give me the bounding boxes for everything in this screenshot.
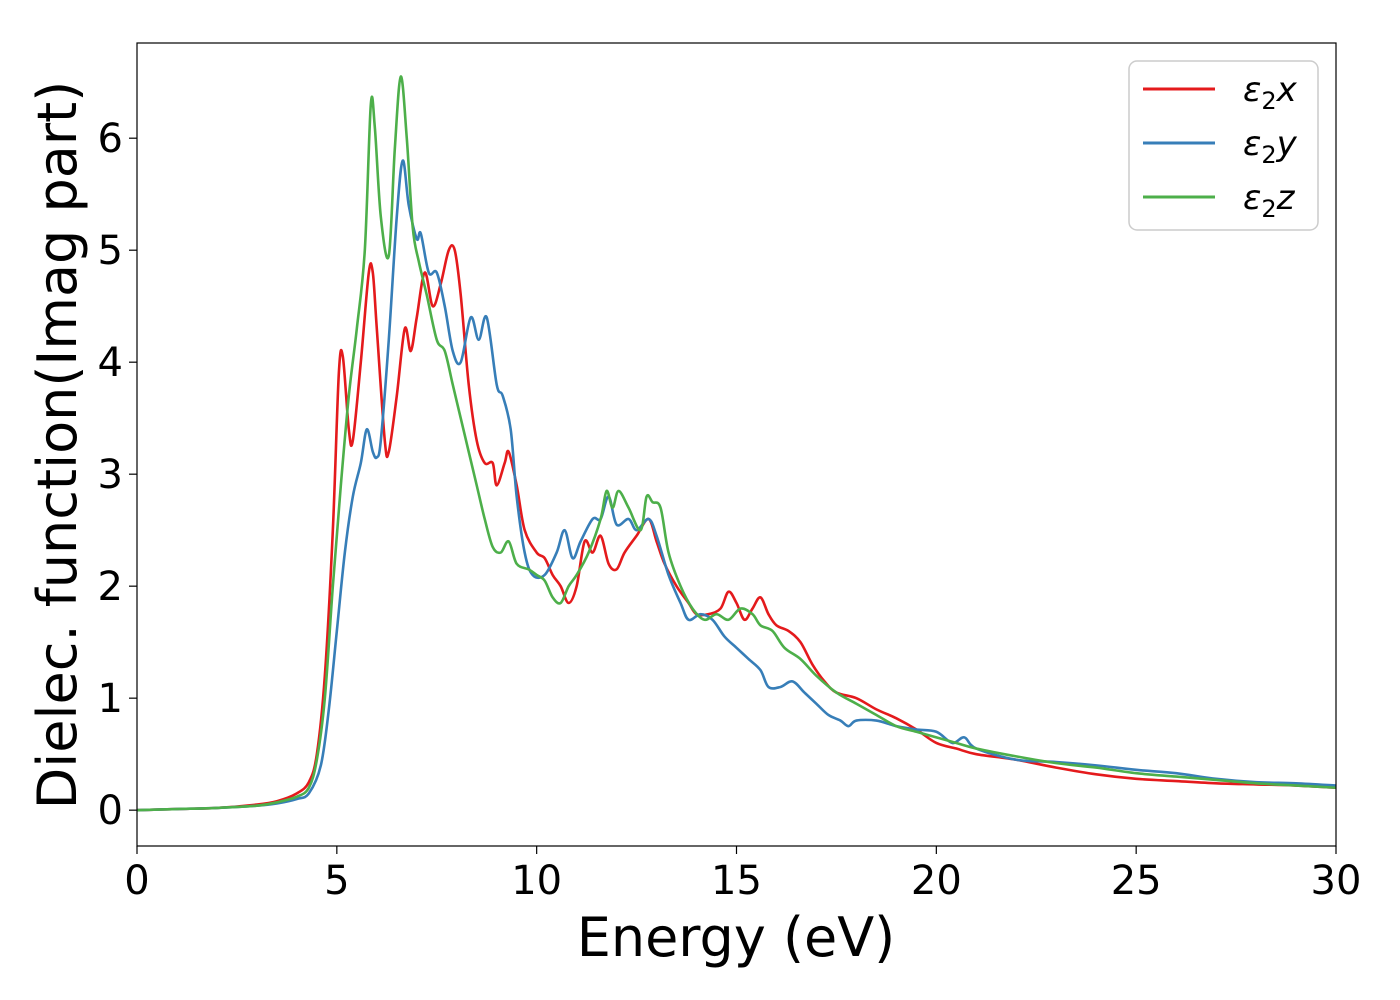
x-tick-label: 20 <box>911 858 962 904</box>
y-tick-label: 2 <box>98 564 123 610</box>
y-tick-label: 0 <box>98 788 123 834</box>
y-axis-title: Dielec. function(Imag part) <box>26 81 89 810</box>
x-axis-title: Energy (eV) <box>577 906 896 969</box>
y-tick-label: 4 <box>98 340 123 386</box>
legend-label: ε2x <box>1243 70 1298 115</box>
series-line-z <box>137 75 1336 812</box>
legend-entry-y: ε2y <box>1143 124 1298 169</box>
x-axis-ticks: 0 5 10 15 20 25 30 <box>124 846 1361 904</box>
y-tick-label: 6 <box>98 116 123 162</box>
legend-entry-z: ε2z <box>1143 178 1296 223</box>
y-tick-label: 1 <box>98 676 123 722</box>
legend-label-subscript: 2 <box>1261 87 1276 115</box>
y-axis-ticks: 0 1 2 3 4 5 6 <box>98 116 137 834</box>
x-tick-label: 30 <box>1311 858 1362 904</box>
legend-label-axis: x <box>1276 70 1298 110</box>
x-tick-label: 25 <box>1111 858 1162 904</box>
legend-label-subscript: 2 <box>1261 141 1276 169</box>
legend-label-main: ε <box>1243 178 1261 218</box>
x-tick-label: 10 <box>511 858 562 904</box>
legend-box <box>1128 60 1319 231</box>
legend-label: ε2y <box>1243 124 1298 169</box>
legend-label-axis: z <box>1276 178 1296 218</box>
legend-label: ε2z <box>1243 178 1296 223</box>
legend-entry-x: ε2x <box>1143 70 1298 115</box>
x-tick-label: 0 <box>124 858 149 904</box>
x-tick-label: 15 <box>711 858 762 904</box>
y-tick-label: 5 <box>98 228 123 274</box>
x-tick-label: 5 <box>324 858 349 904</box>
series-layer <box>137 75 1336 812</box>
legend-label-main: ε <box>1243 124 1261 164</box>
y-tick-label: 3 <box>98 452 123 498</box>
legend-label-main: ε <box>1243 70 1261 110</box>
legend-label-subscript: 2 <box>1261 195 1276 223</box>
legend-label-axis: y <box>1276 124 1298 164</box>
